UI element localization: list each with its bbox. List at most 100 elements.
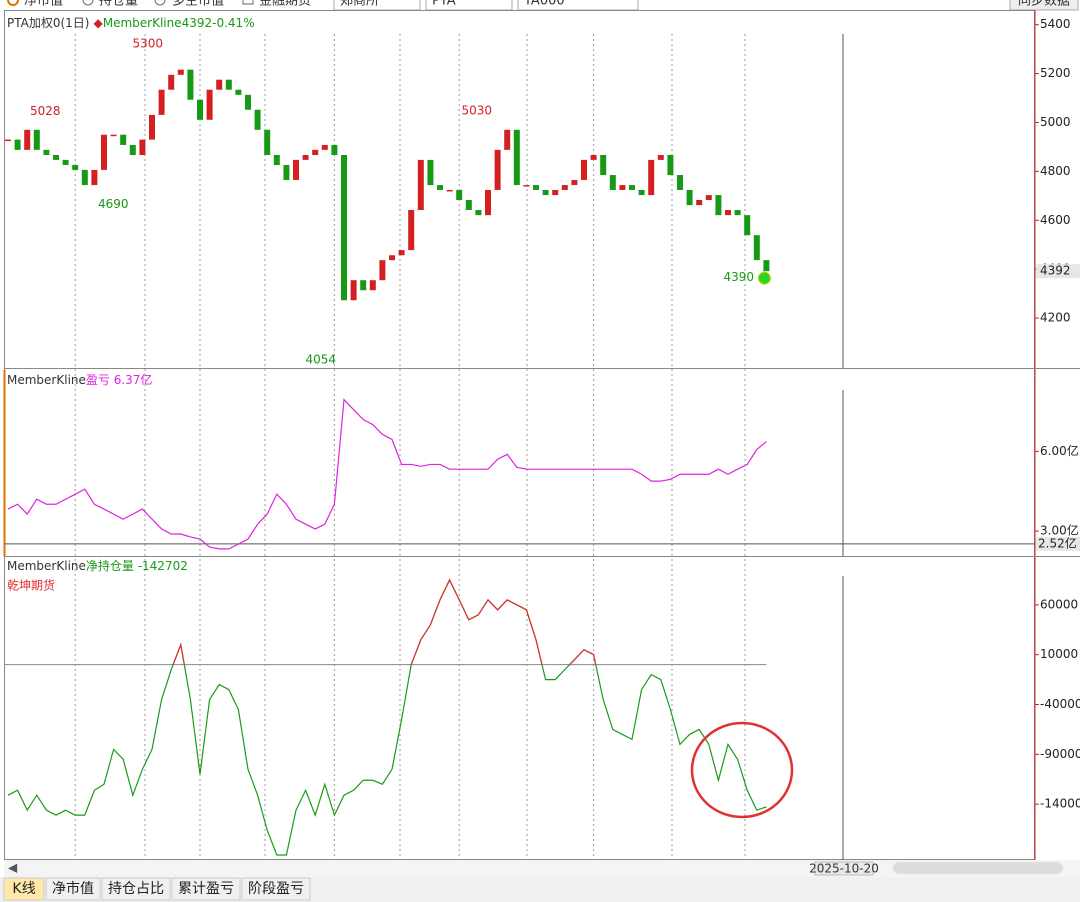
tab[interactable] xyxy=(3,877,45,901)
button[interactable] xyxy=(1009,0,1079,11)
candle xyxy=(379,260,386,281)
candle xyxy=(187,69,194,100)
candle xyxy=(715,195,722,216)
candle xyxy=(321,144,328,150)
select-text: PTA xyxy=(432,0,456,9)
candle xyxy=(24,129,31,150)
candle xyxy=(561,185,568,190)
candle xyxy=(581,159,587,180)
tab-label: 持仓占比 xyxy=(108,881,164,897)
price-annotation: 4690 xyxy=(98,197,129,211)
candle xyxy=(504,129,511,150)
candle xyxy=(542,189,549,196)
tab[interactable] xyxy=(171,877,241,901)
option[interactable]: 多空市值 xyxy=(172,0,224,9)
candle xyxy=(264,129,271,156)
candle xyxy=(475,210,482,216)
candle xyxy=(456,189,463,200)
candle xyxy=(600,155,607,176)
current-price-label: 4392 xyxy=(1040,264,1071,278)
y-tick-label: 5400 xyxy=(1040,17,1071,31)
y-tick-label: -90000 xyxy=(1040,747,1080,761)
candle xyxy=(350,280,357,301)
y-tick-label: 4800 xyxy=(1040,164,1071,178)
option[interactable]: 净市值 xyxy=(24,0,63,9)
candle xyxy=(273,155,280,166)
candle xyxy=(638,189,645,196)
candle xyxy=(62,159,69,166)
legend-marker: ◆ xyxy=(93,16,103,30)
highlight-circle xyxy=(690,721,794,819)
candle xyxy=(629,185,635,190)
scroll-thumb[interactable] xyxy=(893,862,1063,874)
y-tick-label: 4200 xyxy=(1040,311,1071,325)
title: MemberKline xyxy=(7,559,86,573)
tabs: K线 净市值 持仓占比 累计盈亏 阶段盈亏 xyxy=(3,877,311,901)
reference-box xyxy=(1036,536,1080,551)
candle xyxy=(225,79,232,90)
candle xyxy=(149,114,155,140)
cursor-date-box xyxy=(814,861,874,876)
candle xyxy=(235,89,242,95)
candle xyxy=(417,159,424,211)
radio[interactable] xyxy=(154,0,166,6)
panel-title: MemberKline净持仓量 -142702 xyxy=(7,558,188,573)
candle xyxy=(696,199,703,206)
candle xyxy=(590,155,597,160)
y-tick-label: 6.00亿 xyxy=(1040,443,1079,458)
panel-title: PTA加权0(1日) ◆MemberKline4392-0.41% xyxy=(7,16,255,30)
candle xyxy=(398,250,405,256)
candle xyxy=(533,185,539,190)
radio[interactable] xyxy=(7,0,19,6)
tab[interactable] xyxy=(101,877,171,901)
candle xyxy=(53,155,59,160)
legend: 净持仓量 -142702 xyxy=(86,558,188,573)
candle xyxy=(369,280,376,291)
tab-label: 阶段盈亏 xyxy=(248,881,304,897)
y-tick-label: 3.00亿 xyxy=(1040,523,1079,538)
candle xyxy=(14,139,21,150)
y-tick-label: 10000 xyxy=(1040,647,1078,661)
reference-label: 2.52亿 xyxy=(1038,535,1077,550)
tab-label: 累计盈亏 xyxy=(178,881,234,897)
candle xyxy=(91,169,98,186)
candle xyxy=(389,255,395,261)
candle xyxy=(753,235,760,261)
radio[interactable] xyxy=(82,0,94,6)
candle xyxy=(485,189,491,216)
candle xyxy=(72,165,79,170)
candle xyxy=(331,144,338,156)
checkbox[interactable] xyxy=(242,0,254,5)
candle xyxy=(437,185,443,190)
candle xyxy=(571,179,578,186)
tab[interactable] xyxy=(241,877,311,901)
candle xyxy=(158,89,165,115)
candle xyxy=(427,159,434,186)
option[interactable]: 金融期货 xyxy=(259,0,311,9)
candle xyxy=(648,159,655,196)
price-annotation: 4054 xyxy=(305,352,336,366)
candle xyxy=(81,169,88,186)
candle xyxy=(465,199,472,211)
candle xyxy=(206,89,213,120)
candle xyxy=(293,159,299,180)
candle xyxy=(408,210,415,251)
candle xyxy=(110,134,117,137)
option[interactable]: 持仓量 xyxy=(99,0,138,9)
candle xyxy=(657,155,664,160)
button-text: 同步数据 xyxy=(1018,0,1070,9)
candle xyxy=(33,129,40,150)
candle xyxy=(744,215,751,236)
scroll-left[interactable]: ◀ xyxy=(8,861,18,875)
y-tick-label: 5200 xyxy=(1040,66,1071,80)
candle xyxy=(667,155,674,176)
candle xyxy=(101,134,107,170)
candle xyxy=(197,99,203,120)
title: MemberKline xyxy=(7,373,86,387)
candle xyxy=(552,189,559,196)
tab[interactable] xyxy=(45,877,101,901)
subtitle: 乾坤期货 xyxy=(7,578,55,593)
candle xyxy=(446,189,453,192)
